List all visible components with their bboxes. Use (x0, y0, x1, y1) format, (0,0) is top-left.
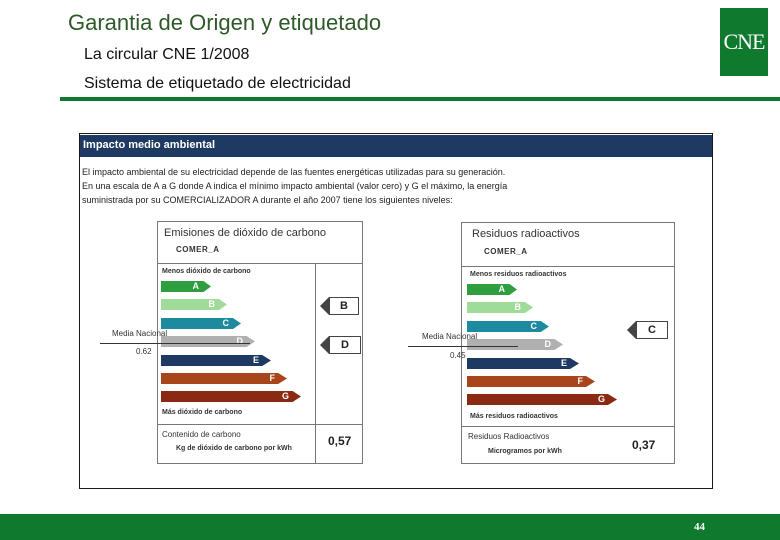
rad-bar-c: C (467, 321, 549, 332)
intro-line-1: El impacto ambiental de su electricidad … (82, 167, 506, 177)
intro-line-3: suministrada por su COMERCIALIZADOR A du… (82, 195, 453, 205)
header-divider (60, 97, 780, 101)
rad-divider-bottom (461, 426, 675, 427)
rad-media-label: Media Nacional (422, 332, 478, 341)
co2-divider-bottom (157, 424, 363, 425)
rad-company-grade: C (636, 321, 668, 339)
rad-bar-f: F (467, 376, 595, 387)
page-title: Garantia de Origen y etiquetado (68, 10, 382, 35)
co2-media-line (100, 343, 250, 344)
co2-bar-d: D (161, 336, 255, 347)
co2-bar-b: B (161, 299, 227, 310)
co2-media-value: 0.62 (136, 347, 152, 356)
co2-unit-label: Kg de dióxido de carbono por kWh (176, 445, 292, 452)
co2-bar-e: E (161, 355, 271, 366)
co2-column-divider (315, 263, 316, 464)
rad-bar-e: E (467, 358, 579, 369)
co2-company-pointer (320, 297, 329, 315)
subtitle-circular: La circular CNE 1/2008 (84, 46, 250, 63)
co2-bar-a: A (161, 281, 211, 292)
rad-bar-g: G (467, 394, 617, 405)
rad-media-value: 0.45 (450, 351, 466, 360)
cne-logo: CNE (720, 8, 768, 76)
co2-value: 0,57 (328, 434, 352, 448)
page-number: 44 (694, 521, 705, 533)
co2-title: Emisiones de dióxido de carbono (164, 227, 327, 239)
subtitle-system: Sistema de etiquetado de electricidad (84, 75, 351, 92)
co2-company-grade: B (329, 297, 359, 315)
footer-bar (0, 514, 780, 540)
co2-less-label: Menos dióxido de carbono (162, 268, 251, 275)
co2-divider-top (157, 263, 363, 264)
rad-less-label: Menos residuos radioactivos (470, 271, 567, 278)
rad-unit-label: Microgramos por kWh (488, 448, 562, 455)
rad-divider-top (461, 266, 675, 267)
co2-company: COMER_A (176, 245, 220, 254)
rad-bar-d: D (467, 339, 563, 350)
co2-content-label: Contenido de carbono (162, 430, 241, 439)
rad-media-line (408, 346, 518, 347)
rad-content-label: Residuos Radioactivos (468, 432, 550, 441)
co2-media-label: Media Nacional (112, 329, 168, 338)
co2-bar-c: C (161, 318, 241, 329)
co2-bar-f: F (161, 373, 287, 384)
rad-value: 0,37 (632, 438, 656, 452)
co2-more-label: Más dióxido de carbono (162, 409, 243, 416)
intro-line-2: En una escala de A a G donde A indica el… (82, 181, 508, 191)
rad-bar-b: B (467, 302, 533, 313)
co2-national-pointer (320, 336, 329, 354)
rad-more-label: Más residuos radioactivos (470, 413, 558, 420)
rad-company-pointer (627, 321, 636, 339)
co2-bar-g: G (161, 391, 301, 402)
rad-bar-a: A (467, 284, 517, 295)
rad-company: COMER_A (484, 247, 528, 256)
co2-national-grade: D (329, 336, 361, 354)
rad-title: Residuos radioactivos (472, 228, 580, 240)
panel-heading: Impacto medio ambiental (80, 135, 712, 157)
